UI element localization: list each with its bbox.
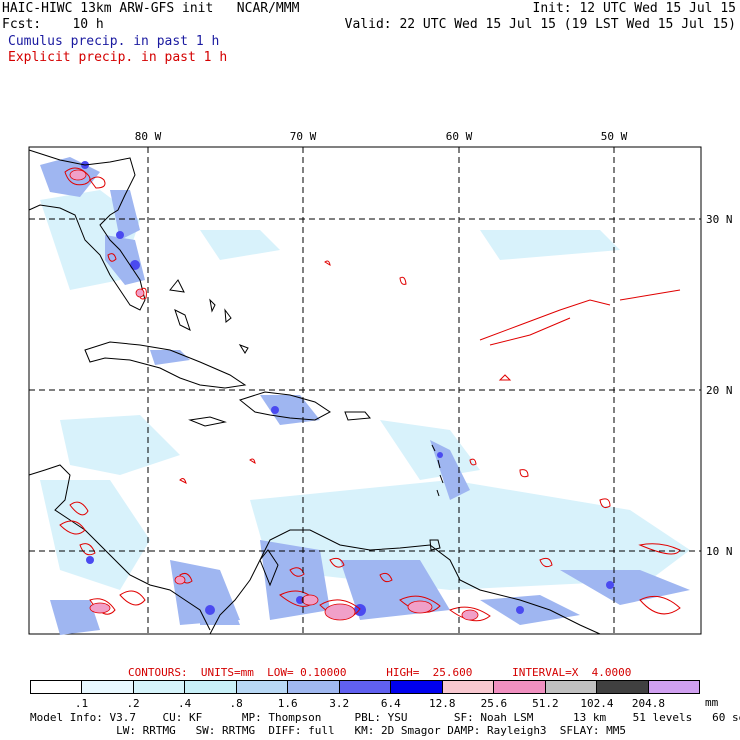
colorbar-unit: mm <box>705 696 719 709</box>
heavy-precip-cells <box>69 169 479 621</box>
lon-label-60w: 60 W <box>446 130 473 143</box>
lat-label-30n: 30 N <box>706 213 733 226</box>
colorbar-label: 25.6 <box>480 697 508 710</box>
lat-label-10n: 10 N <box>706 545 733 558</box>
lat-label-20n: 20 N <box>706 384 733 397</box>
cumulus-light-areas <box>40 190 690 590</box>
color-cell <box>133 681 186 693</box>
model-info-line2: LW: RRTMG SW: RRTMG DIFF: full KM: 2D Sm… <box>30 724 627 737</box>
color-cell <box>236 681 289 693</box>
lon-label-80w: 80 W <box>135 130 162 143</box>
colorbar-label: 102.4 <box>580 697 614 710</box>
model-title: HAIC-HIWC 13km ARW-GFS init NCAR/MMM <box>2 1 300 16</box>
explicit-precip-label: Explicit precip. in past 1 h <box>8 50 228 65</box>
color-cell <box>31 681 83 693</box>
color-bar <box>30 680 700 694</box>
color-cell <box>339 681 392 693</box>
lat-lon-grid <box>29 147 701 634</box>
explicit-precip-contours <box>59 167 681 622</box>
valid-time: Valid: 22 UTC Wed 15 Jul 15 (19 LST Wed … <box>344 17 736 32</box>
colorbar-label: 6.4 <box>380 697 401 710</box>
color-cell <box>82 681 134 693</box>
color-cell <box>442 681 495 693</box>
cumulus-dark-areas <box>81 161 614 616</box>
colorbar-label: 204.8 <box>631 697 666 710</box>
color-cell <box>391 681 443 693</box>
color-cell <box>648 681 700 693</box>
model-info-line1: Model Info: V3.7 CU: KF MP: Thompson PBL… <box>30 711 740 724</box>
lon-label-70w: 70 W <box>290 130 317 143</box>
colorbar-label: .4 <box>177 697 192 710</box>
coastlines <box>28 149 601 635</box>
colorbar-label: .1 <box>74 697 89 710</box>
forecast-hour: Fcst: 10 h <box>2 17 104 32</box>
colorbar-label: 1.6 <box>277 697 298 710</box>
colorbar-label: 3.2 <box>329 697 350 710</box>
lon-label-50w: 50 W <box>601 130 628 143</box>
color-cell <box>545 681 598 693</box>
color-cell <box>494 681 546 693</box>
color-cell <box>288 681 340 693</box>
colorbar-label: .2 <box>126 697 140 710</box>
init-time: Init: 12 UTC Wed 15 Jul 15 <box>532 1 737 16</box>
colorbar-label: 51.2 <box>532 697 559 710</box>
color-cell <box>185 681 237 693</box>
cumulus-precip-label: Cumulus precip. in past 1 h <box>8 34 220 49</box>
colorbar-label: 12.8 <box>429 697 456 710</box>
colorbar-label: .8 <box>229 697 243 710</box>
contour-info: CONTOURS: UNITS=mm LOW= 0.10000 HIGH= 25… <box>128 666 632 679</box>
color-cell <box>597 681 649 693</box>
